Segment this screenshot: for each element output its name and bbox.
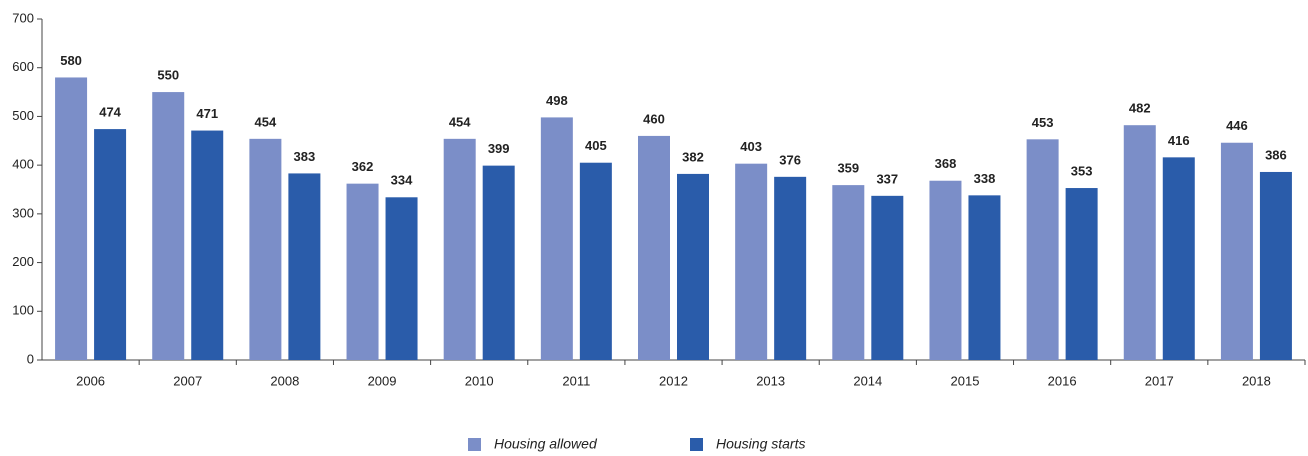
- bar: [1065, 188, 1098, 360]
- x-tick-label: 2012: [659, 373, 688, 388]
- value-label: 471: [196, 106, 218, 121]
- bar: [191, 130, 224, 360]
- bar: [540, 117, 573, 360]
- x-tick-label: 2009: [368, 373, 397, 388]
- legend-swatch: [690, 438, 703, 451]
- value-label: 580: [60, 53, 82, 68]
- bar: [346, 183, 379, 360]
- x-tick-label: 2015: [951, 373, 980, 388]
- bar: [929, 180, 962, 360]
- value-label: 382: [682, 149, 704, 164]
- bar: [443, 138, 476, 360]
- bar: [832, 185, 865, 360]
- value-label: 338: [974, 171, 996, 186]
- value-label: 337: [876, 171, 898, 186]
- y-tick-label: 600: [12, 59, 34, 74]
- y-tick-label: 500: [12, 108, 34, 123]
- value-label: 446: [1226, 118, 1248, 133]
- bar: [385, 197, 418, 360]
- bar: [94, 129, 127, 360]
- value-label: 498: [546, 93, 568, 108]
- value-label: 474: [99, 105, 121, 120]
- value-label: 334: [391, 173, 413, 188]
- bar: [735, 163, 768, 360]
- value-label: 403: [740, 139, 762, 154]
- value-label: 460: [643, 111, 665, 126]
- bar: [55, 77, 88, 360]
- y-tick-label: 200: [12, 254, 34, 269]
- value-label: 376: [779, 152, 801, 167]
- value-label: 416: [1168, 133, 1190, 148]
- legend-swatch: [468, 438, 481, 451]
- x-tick-label: 2013: [756, 373, 785, 388]
- x-tick-label: 2007: [173, 373, 202, 388]
- bar: [152, 92, 185, 361]
- x-tick-label: 2018: [1242, 373, 1271, 388]
- bar: [1259, 171, 1292, 360]
- value-label: 405: [585, 138, 607, 153]
- value-label: 482: [1129, 101, 1151, 116]
- bar: [579, 162, 612, 360]
- value-label: 550: [157, 68, 179, 83]
- value-label: 359: [837, 161, 859, 176]
- bar: [968, 195, 1001, 360]
- bar: [1026, 139, 1059, 360]
- bar: [1162, 157, 1195, 360]
- value-label: 453: [1032, 115, 1054, 130]
- value-label: 454: [449, 114, 471, 129]
- y-tick-label: 300: [12, 205, 34, 220]
- bar: [1220, 142, 1253, 360]
- x-tick-label: 2010: [465, 373, 494, 388]
- bar: [482, 165, 515, 360]
- y-tick-label: 400: [12, 157, 34, 172]
- bar: [638, 135, 670, 360]
- x-tick-label: 2006: [76, 373, 105, 388]
- bar: [1123, 125, 1156, 360]
- y-tick-label: 0: [27, 351, 34, 366]
- bar: [774, 176, 807, 360]
- bar: [249, 138, 282, 360]
- value-label: 386: [1265, 147, 1287, 162]
- x-tick-label: 2011: [562, 373, 590, 388]
- y-tick-label: 100: [12, 303, 34, 318]
- bar: [677, 173, 709, 360]
- bar: [871, 195, 904, 360]
- value-label: 383: [294, 149, 316, 164]
- y-tick-label: 700: [12, 10, 34, 25]
- value-label: 362: [352, 159, 374, 174]
- x-tick-label: 2008: [270, 373, 299, 388]
- legend-label: Housing allowed: [494, 436, 598, 452]
- value-label: 454: [255, 114, 277, 129]
- value-label: 353: [1071, 163, 1093, 178]
- legend-label: Housing starts: [716, 436, 805, 452]
- x-tick-label: 2017: [1145, 373, 1174, 388]
- value-label: 399: [488, 141, 510, 156]
- x-tick-label: 2016: [1048, 373, 1077, 388]
- bar: [288, 173, 321, 360]
- value-label: 368: [935, 156, 957, 171]
- x-tick-label: 2014: [853, 373, 882, 388]
